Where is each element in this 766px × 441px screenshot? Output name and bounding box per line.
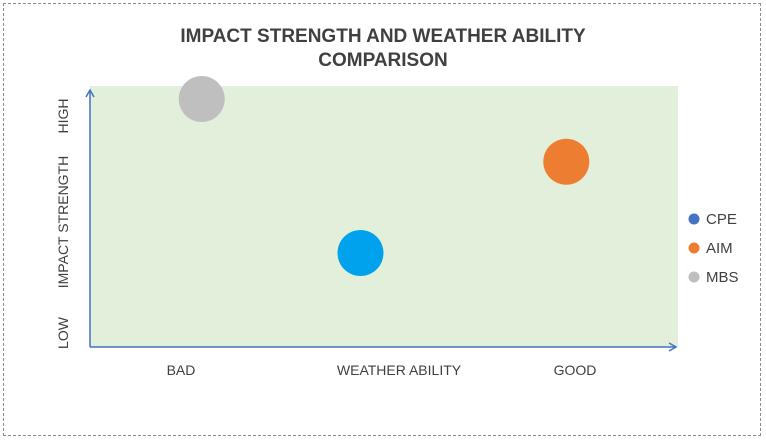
legend: CPE AIM MBS bbox=[688, 211, 739, 286]
chart-title-line-1: IMPACT STRENGTH AND WEATHER ABILITY bbox=[180, 26, 586, 47]
point-mbs bbox=[178, 76, 225, 123]
y-low-label: LOW bbox=[55, 316, 71, 349]
data-points bbox=[178, 76, 590, 277]
point-cpe bbox=[337, 230, 384, 277]
legend-label-mbs: MBS bbox=[706, 269, 739, 286]
legend-marker-cpe bbox=[688, 213, 700, 225]
x-axis-title: WEATHER ABILITY bbox=[337, 362, 462, 378]
legend-marker-aim bbox=[688, 242, 700, 254]
x-low-label: BAD bbox=[167, 362, 196, 378]
y-high-label: HIGH bbox=[55, 99, 71, 134]
plot-area bbox=[90, 86, 678, 347]
legend-label-cpe: CPE bbox=[706, 211, 737, 228]
y-axis-title: IMPACT STRENGTH bbox=[55, 156, 71, 289]
x-high-label: GOOD bbox=[554, 362, 597, 378]
point-aim bbox=[543, 138, 590, 185]
chart-title-line-2: COMPARISON bbox=[318, 50, 447, 71]
legend-marker-mbs bbox=[688, 271, 700, 283]
legend-label-aim: AIM bbox=[706, 240, 733, 257]
chart-frame bbox=[3, 3, 761, 436]
